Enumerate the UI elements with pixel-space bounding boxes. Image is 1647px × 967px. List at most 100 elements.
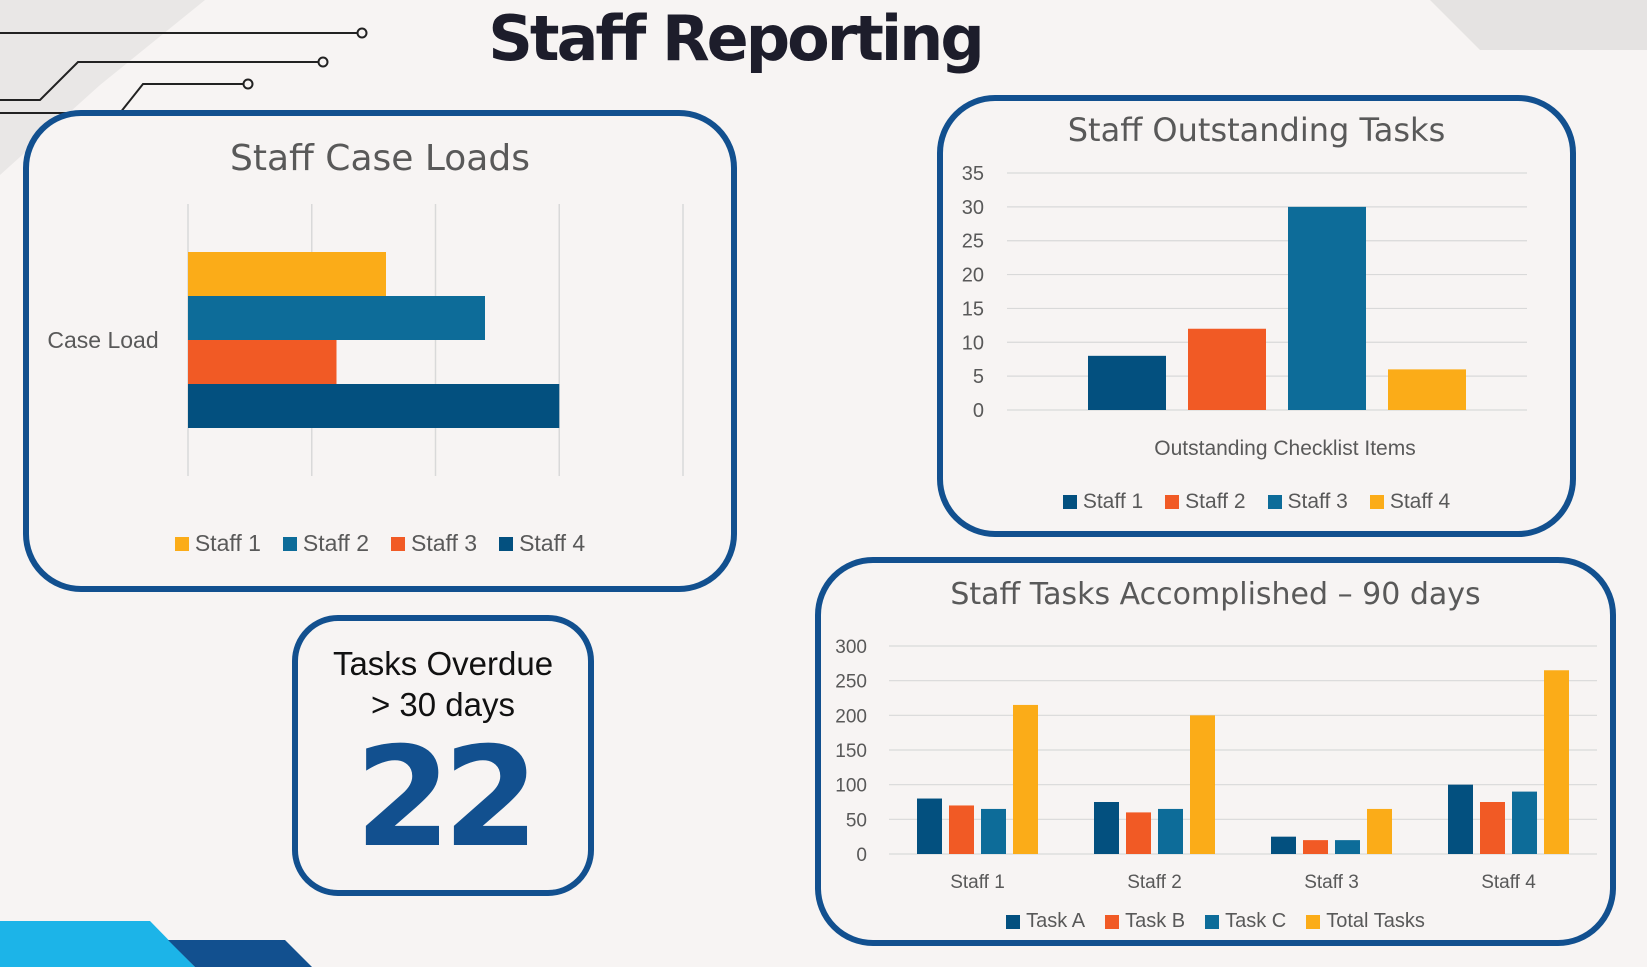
legend-label: Staff 2	[302, 530, 369, 556]
accomplished-x-tick: Staff 3	[1304, 872, 1359, 893]
legend-swatch	[1006, 914, 1021, 929]
case-loads-category-label: Case Load	[47, 327, 158, 353]
outstanding-y-tick: 30	[962, 197, 984, 219]
case-loads-bar-staff-3	[188, 340, 337, 384]
outstanding-y-tick: 10	[962, 332, 984, 354]
accomplished-bar-staff-3-task-c	[1335, 840, 1360, 854]
outstanding-tasks-title: Staff Outstanding Tasks	[1067, 111, 1446, 149]
legend-label: Task A	[1026, 910, 1086, 932]
outstanding-y-tick: 5	[973, 366, 984, 388]
outstanding-tasks-panel: Staff Outstanding Tasks 0 5 10 15 20 25 30 35 Ou…	[937, 95, 1576, 537]
legend-label: Staff 2	[1185, 490, 1246, 513]
tasks-overdue-panel: Tasks Overdue > 30 days 22	[292, 615, 594, 896]
accomplished-legend-total-tasks: Total Tasks	[1306, 910, 1425, 933]
accomplished-legend-task-a: Task A	[1006, 910, 1085, 933]
accomplished-bar-staff-3-total-tasks	[1367, 808, 1392, 854]
outstanding-bar-staff-1	[1088, 355, 1166, 410]
corner-decoration-top-right	[1430, 0, 1647, 50]
case-loads-bar-staff-1	[188, 252, 386, 296]
accomplished-x-tick: Staff 2	[1127, 872, 1182, 893]
outstanding-bar-staff-2	[1188, 328, 1266, 410]
accomplished-bar-staff-1-task-c	[981, 808, 1006, 854]
accomplished-x-tick: Staff 1	[950, 872, 1005, 893]
accomplished-bar-staff-1-task-a	[917, 798, 942, 854]
tasks-overdue-threshold: > 30 days	[370, 686, 516, 723]
legend-label: Staff 4	[519, 530, 586, 556]
legend-swatch	[499, 536, 514, 551]
accomplished-bar-staff-1-task-b	[949, 805, 974, 854]
tasks-accomplished-chart: 0 50 100 150 200 250 300 Staff 1 Staff 2 Staff 3 S…	[835, 637, 1597, 893]
legend-label: Staff 1	[194, 530, 261, 556]
accomplished-bar-staff-1-total-tasks	[1013, 704, 1038, 854]
tasks-overdue-label: Tasks Overdue	[332, 645, 554, 682]
accomplished-bar-staff-3-task-b	[1303, 840, 1328, 854]
outstanding-bar-staff-3	[1288, 206, 1366, 410]
corner-decoration-bottom-left	[0, 921, 312, 967]
accomplished-y-tick: 50	[846, 810, 867, 831]
accomplished-bar-staff-2-task-a	[1094, 802, 1119, 854]
outstanding-y-tick: 15	[962, 298, 984, 320]
accomplished-y-tick: 150	[835, 741, 867, 762]
legend-swatch	[174, 536, 189, 551]
accomplished-y-tick: 200	[835, 706, 867, 727]
legend-swatch	[1165, 495, 1180, 509]
case-loads-legend: Staff 1 Staff 2 Staff 3 Staff 4	[29, 530, 731, 557]
legend-swatch	[282, 536, 297, 551]
legend-swatch	[1105, 914, 1120, 929]
legend-swatch	[391, 536, 405, 551]
accomplished-bar-staff-2-total-tasks	[1190, 715, 1215, 854]
outstanding-legend-staff-2: Staff 2	[1165, 490, 1246, 514]
legend-label: Staff 4	[1389, 490, 1451, 513]
legend-label: Staff 3	[1287, 490, 1348, 513]
legend-label: Staff 3	[411, 530, 478, 556]
accomplished-bar-staff-3-task-a	[1271, 836, 1296, 854]
legend-swatch	[1306, 914, 1321, 929]
accomplished-x-tick: Staff 4	[1481, 872, 1536, 893]
accomplished-y-tick: 250	[835, 672, 867, 693]
legend-label: Total Tasks	[1326, 910, 1425, 932]
outstanding-y-tick: 0	[973, 400, 984, 422]
case-loads-panel: Staff Case Loads Case Load Staff 1 Staff …	[23, 110, 737, 592]
legend-swatch	[1205, 914, 1220, 929]
case-loads-title: Staff Case Loads	[230, 138, 530, 179]
outstanding-y-tick: 20	[962, 265, 984, 287]
outstanding-tasks-legend: Staff 1 Staff 2 Staff 3 Staff 4	[943, 490, 1570, 514]
legend-label: Staff 1	[1082, 490, 1144, 513]
outstanding-legend-staff-3: Staff 3	[1267, 490, 1348, 514]
legend-swatch	[1369, 495, 1384, 509]
tasks-accomplished-legend: Task A Task B Task C Total Tasks	[821, 910, 1610, 933]
case-loads-chart: Case Load	[47, 204, 684, 476]
tasks-accomplished-panel: Staff Tasks Accomplished – 90 days 0 50 10…	[815, 557, 1616, 946]
accomplished-bar-staff-4-task-c	[1512, 791, 1537, 854]
accomplished-bar-staff-4-total-tasks	[1544, 670, 1569, 854]
tasks-accomplished-title: Staff Tasks Accomplished – 90 days	[950, 577, 1481, 612]
accomplished-y-tick: 100	[835, 776, 867, 797]
case-loads-legend-staff-1: Staff 1	[174, 530, 261, 557]
legend-swatch	[1062, 495, 1077, 509]
outstanding-legend-staff-1: Staff 1	[1062, 490, 1144, 514]
accomplished-bar-staff-4-task-a	[1448, 784, 1473, 854]
accomplished-legend-task-b: Task B	[1105, 910, 1185, 933]
page-title: Staff Reporting	[488, 2, 984, 75]
legend-swatch	[1267, 495, 1282, 509]
case-loads-bar-staff-2	[188, 296, 485, 340]
accomplished-bar-staff-2-task-c	[1158, 808, 1183, 854]
case-loads-legend-staff-2: Staff 2	[282, 530, 369, 557]
outstanding-legend-staff-4: Staff 4	[1369, 490, 1451, 514]
outstanding-y-tick: 35	[962, 163, 984, 185]
accomplished-bar-staff-4-task-b	[1480, 802, 1505, 854]
outstanding-y-tick: 25	[962, 231, 984, 253]
accomplished-bar-staff-2-task-b	[1126, 812, 1151, 854]
legend-label: Task C	[1225, 910, 1287, 932]
case-loads-bar-staff-4	[188, 384, 560, 428]
outstanding-tasks-chart: 0 5 10 15 20 25 30 35 Outstanding Checklist Item…	[962, 163, 1527, 460]
legend-label: Task B	[1125, 910, 1186, 932]
accomplished-y-tick: 0	[856, 845, 867, 866]
case-loads-legend-staff-3: Staff 3	[391, 530, 477, 557]
outstanding-x-label: Outstanding Checklist Items	[1154, 437, 1415, 460]
accomplished-legend-task-c: Task C	[1205, 910, 1286, 933]
tasks-overdue-value: 22	[354, 717, 539, 878]
case-loads-legend-staff-4: Staff 4	[499, 530, 585, 557]
outstanding-bar-staff-4	[1388, 369, 1466, 410]
accomplished-y-tick: 300	[835, 637, 867, 658]
